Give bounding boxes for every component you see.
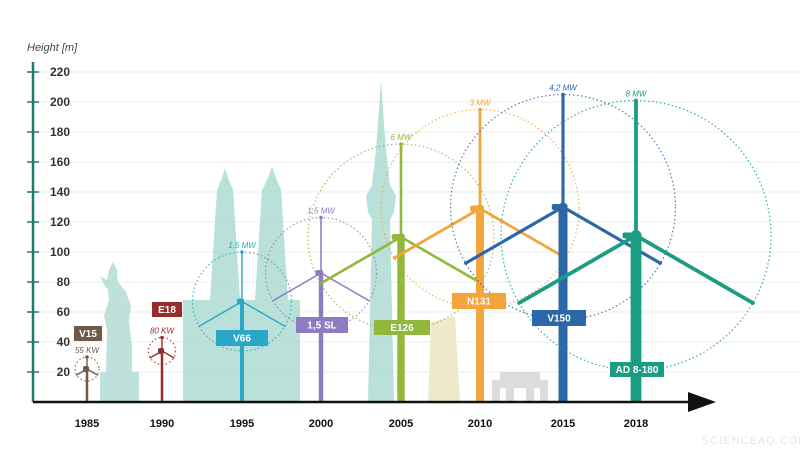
x-tick-label: 2010 [468, 418, 492, 430]
blade [320, 272, 370, 302]
rotor-circle [380, 108, 580, 309]
hub [476, 204, 484, 213]
x-axis-arrow-icon [688, 392, 716, 412]
blade [478, 207, 568, 260]
x-tick-label: 2000 [309, 418, 333, 430]
hub [558, 202, 568, 212]
hub [85, 367, 89, 371]
turbine-e126: 6 MW [307, 133, 495, 402]
tip-marker [240, 250, 244, 254]
y-tick-label: 100 [50, 245, 70, 259]
tip-marker [561, 92, 565, 97]
model-label: V66 [233, 334, 251, 345]
power-label: 6 MW [391, 133, 413, 142]
model-label: V15 [79, 329, 97, 340]
x-tick-label: 2015 [551, 418, 575, 430]
model-label-box [216, 330, 268, 346]
blade [561, 205, 663, 265]
turbine-v66: 1,5 MW [191, 241, 293, 402]
hub [240, 299, 244, 304]
y-tick-label: 40 [57, 335, 71, 349]
model-label-box [152, 302, 182, 317]
y-tick-label: 120 [50, 215, 70, 229]
model-label-box [610, 362, 664, 377]
tip-marker [478, 107, 482, 112]
tip-marker [399, 142, 403, 146]
x-tick-label: 2005 [389, 418, 413, 430]
model-label: V150 [547, 314, 571, 325]
turbine-labels: V15 E18 V66 1,5 SL E126 N131 V150 AD 8-180 [74, 293, 664, 377]
y-tick-label: 20 [57, 365, 71, 379]
rotor-circle [500, 99, 772, 372]
x-tick-label: 1985 [75, 418, 99, 430]
tip-marker [85, 355, 89, 359]
cologne-cathedral-silhouette [183, 166, 300, 402]
turbine-n131: 3 MW [380, 99, 580, 402]
power-label: 80 KW [150, 327, 175, 336]
turbine-e18: 80 KW [147, 327, 177, 402]
tip-marker [319, 215, 323, 220]
model-label: 1,5 SL [307, 321, 336, 332]
y-tick-label: 160 [50, 155, 70, 169]
x-tick-label: 1990 [150, 418, 174, 430]
y-tick-label: 80 [57, 275, 71, 289]
blade [517, 233, 638, 305]
y-tick-label: 60 [57, 305, 71, 319]
power-label: 4,2 MW [549, 84, 578, 93]
model-label: E126 [390, 323, 414, 334]
x-tick-label: 2018 [624, 418, 648, 430]
model-label-box [296, 317, 348, 333]
model-label-box [74, 326, 102, 341]
hub [630, 230, 642, 241]
y-tick-label: 140 [50, 185, 70, 199]
blade [319, 235, 403, 285]
turbine-v15: 55 KW [74, 346, 100, 402]
statue-of-liberty-silhouette [100, 262, 139, 402]
power-label: 55 KW [75, 346, 100, 355]
axis-ticks: 20 40 60 80 100 120 140 160 180 200 220 1985 1990 199… [27, 65, 648, 430]
y-tick-label: 180 [50, 125, 70, 139]
power-label: 3 MW [470, 99, 492, 108]
power-label: 1,5 MW [307, 207, 336, 216]
brandenburg-gate-silhouette [492, 372, 548, 402]
rotor-circle [307, 143, 495, 331]
power-label: 8 MW [626, 90, 648, 99]
turbine-ad-8-180: 8 MW [500, 90, 772, 402]
tip-marker [634, 98, 638, 103]
blade [392, 207, 482, 260]
blade [463, 205, 565, 265]
landmark-silhouettes [100, 80, 548, 402]
leaning-tower-silhouette [428, 316, 460, 402]
y-axis-label: Height [m] [27, 42, 78, 54]
tip-marker [160, 335, 164, 340]
x-tick-label: 1995 [230, 418, 254, 430]
blade [272, 272, 322, 302]
axes: Height [m] [27, 42, 716, 412]
y-tick-label: 220 [50, 65, 70, 79]
power-label: 1,5 MW [228, 241, 257, 250]
blade [241, 300, 286, 327]
turbine-v150: 4,2 MW [449, 84, 677, 402]
blade [399, 235, 483, 285]
model-label-box [452, 293, 506, 309]
turbines: 55 KW 80 KW 1,5 MW 1,5 MW 6 MW 3 MW 4,2 MW 8 MW [74, 84, 772, 402]
hub [160, 349, 164, 353]
blade [634, 233, 755, 305]
hub [318, 270, 324, 276]
blade [198, 300, 243, 327]
model-label-box [532, 310, 586, 326]
turbine-1-5-sl: 1,5 MW [264, 207, 378, 402]
model-label: N131 [467, 297, 491, 308]
model-label: E18 [158, 305, 176, 316]
hub [397, 233, 405, 241]
y-tick-label: 200 [50, 95, 70, 109]
model-label-box [374, 320, 430, 335]
watermark: SCIENCEAQ.COM [702, 435, 800, 447]
model-label: AD 8-180 [616, 365, 659, 376]
